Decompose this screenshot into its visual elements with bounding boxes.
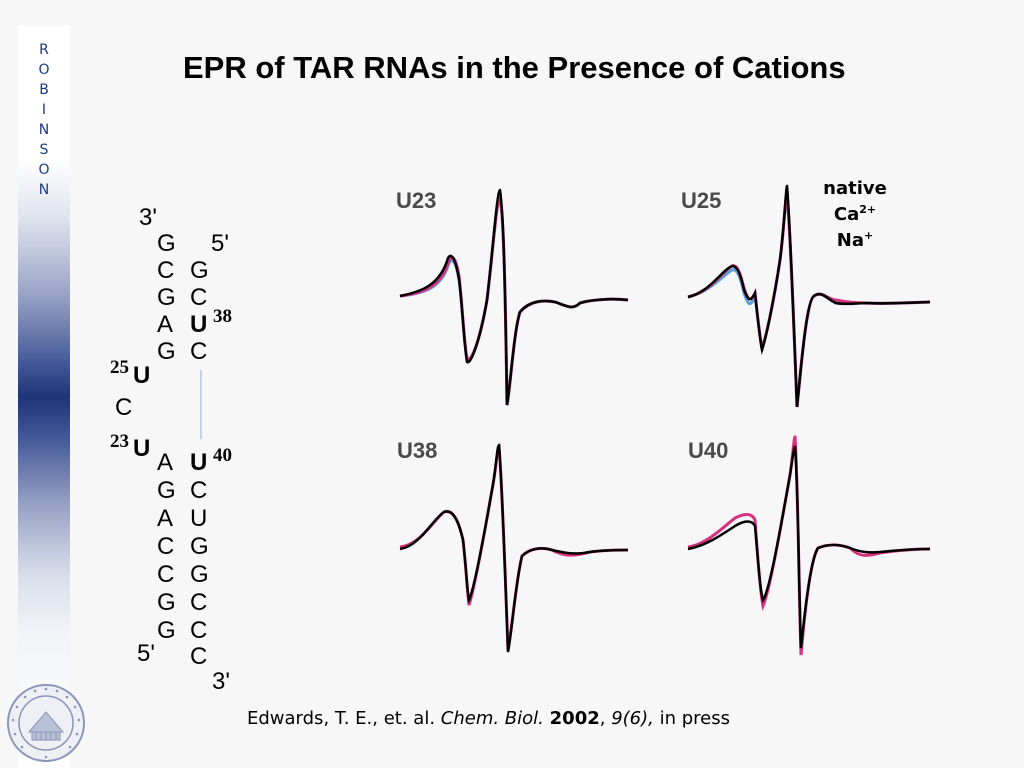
spectrum-trace-native (399, 443, 629, 653)
nucleotide: C (157, 533, 175, 560)
nucleotide: G (157, 338, 176, 365)
nucleotide: G (190, 561, 209, 588)
panel-label-u40: U40 (688, 438, 729, 463)
sidebar-letter: S (39, 142, 49, 158)
nucleotide: C (115, 394, 133, 421)
nucleotide: C (190, 338, 208, 365)
spectrum-trace-ca (399, 442, 629, 651)
spectrum-trace-native (399, 188, 629, 406)
spectrum-trace-na (399, 198, 629, 406)
nucleotide: U (190, 505, 208, 532)
strand-end-label: 5' (137, 640, 155, 667)
strand-end-label: 3' (212, 668, 230, 695)
nucleotide: G (157, 284, 176, 311)
spectrum-trace-native (687, 445, 931, 649)
nucleotide: G (157, 589, 176, 616)
legend-calcium-charge: 2+ (859, 203, 877, 216)
nucleotide: C (157, 561, 175, 588)
legend-sodium: Na+ (805, 228, 905, 254)
slide-title: EPR of TAR RNAs in the Presence of Catio… (183, 50, 846, 85)
spectrum-u23 (399, 188, 629, 406)
nucleotide: C (157, 257, 175, 284)
nucleotide: G (190, 533, 209, 560)
citation-status: in press (653, 708, 730, 729)
nucleotide: G (157, 477, 176, 504)
nucleotide: G (190, 257, 209, 284)
position-number: 40 (213, 445, 232, 466)
position-number: 23 (110, 431, 129, 452)
university-seal-logo (7, 684, 85, 762)
sidebar-letter: R (39, 42, 49, 58)
strand-end-label: 3' (139, 204, 157, 231)
sidebar-letter: I (41, 102, 47, 118)
nucleotide: G (157, 230, 176, 257)
nucleotide: A (157, 505, 174, 532)
spin-label-nucleotide: U (133, 435, 151, 462)
legend-calcium: Ca2+ (805, 202, 905, 228)
legend-sodium-label: Na (836, 230, 864, 251)
spectrum-u38 (399, 442, 629, 653)
sidebar-letter: N (38, 182, 50, 198)
spin-label-nucleotide: U (133, 362, 151, 389)
citation: Edwards, T. E., et. al. Chem. Biol. 2002… (247, 708, 730, 729)
nucleotide: C (190, 477, 208, 504)
citation-journal: Chem. Biol. (440, 708, 544, 729)
sidebar-letter: O (38, 162, 50, 178)
nucleotide: A (157, 311, 174, 338)
panel-label-u25: U25 (681, 188, 722, 213)
spin-label-nucleotide: U (190, 449, 208, 476)
panel-label-u23: U23 (396, 188, 437, 213)
legend-sodium-charge: + (864, 229, 874, 242)
sidebar-letter: N (38, 122, 50, 138)
position-number: 25 (110, 357, 129, 378)
sidebar-letter: B (39, 82, 49, 98)
sidebar-letter: O (38, 62, 50, 78)
nucleotide: C (190, 589, 208, 616)
citation-year: 2002 (549, 708, 600, 729)
nucleotide: A (157, 449, 174, 476)
spectrum-trace-native (687, 184, 931, 408)
legend: native Ca2+ Na+ (805, 176, 905, 254)
spectrum-u40 (687, 435, 931, 656)
citation-volume: 9(6), (611, 708, 654, 729)
legend-calcium-label: Ca (833, 204, 860, 225)
spin-label-nucleotide: U (190, 311, 208, 338)
panel-label-u38: U38 (397, 438, 438, 463)
nucleotide: C (190, 284, 208, 311)
strand-end-label: 5' (211, 230, 229, 257)
legend-native: native (823, 178, 887, 199)
sidebar-name: R O B I N S O N (18, 40, 70, 200)
sidebar-bar: R O B I N S O N (18, 26, 70, 768)
spectrum-trace-ca (687, 435, 931, 656)
position-number: 38 (213, 306, 232, 327)
nucleotide: C (190, 643, 208, 670)
citation-authors: Edwards, T. E., et. al. (247, 708, 441, 729)
spectrum-u25 (687, 184, 931, 408)
nucleotide: C (190, 617, 208, 644)
nucleotide: G (157, 617, 176, 644)
